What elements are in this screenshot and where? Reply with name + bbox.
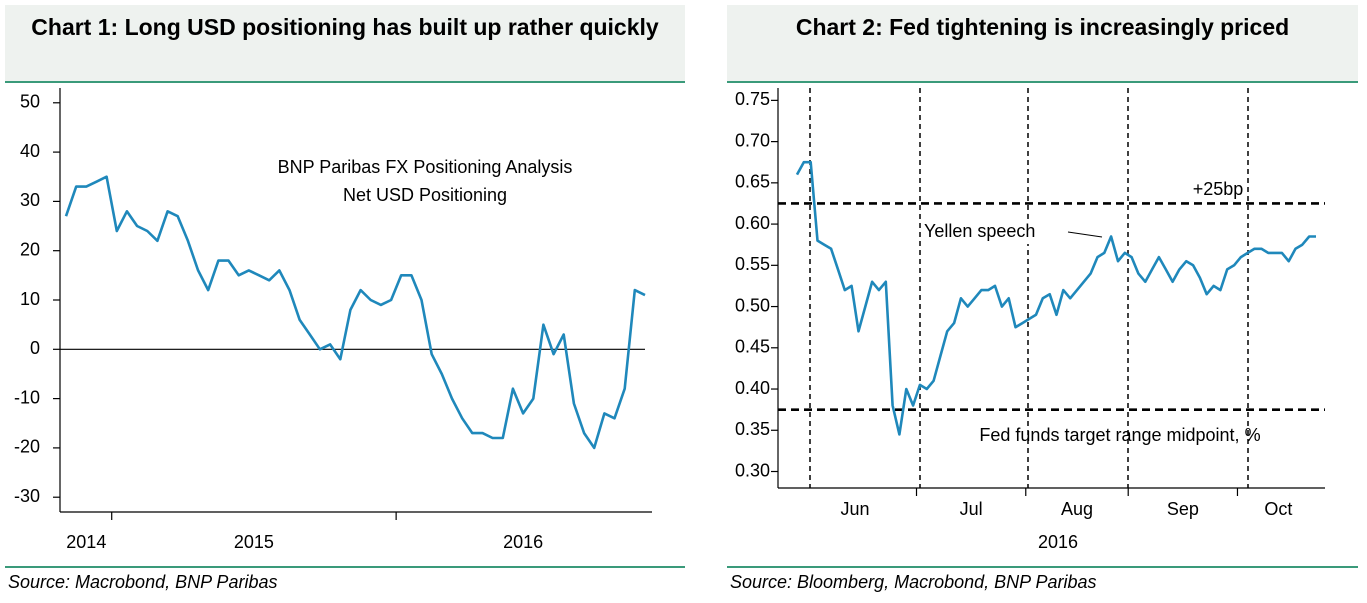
x-tick-label: Jul: [960, 499, 983, 519]
data-line: [64, 175, 646, 450]
y-tick-label: 0.35: [735, 419, 770, 439]
y-tick-label: 0.40: [735, 378, 770, 398]
source-note: Source: Macrobond, BNP Paribas: [8, 572, 278, 592]
y-tick-label: 20: [20, 239, 40, 259]
y-tick-label: 40: [20, 141, 40, 161]
y-tick-label: 0.45: [735, 337, 770, 357]
annotation-bg: [922, 220, 1068, 244]
source-note: Source: Bloomberg, Macrobond, BNP Pariba…: [730, 572, 1097, 592]
x-axis-label: 2016: [1038, 532, 1078, 552]
title-bar: [727, 5, 1358, 82]
y-tick-label: 10: [20, 289, 40, 309]
title-bar: [5, 5, 685, 82]
chart-title: Chart 1: Long USD positioning has built …: [31, 14, 659, 40]
annotation: BNP Paribas FX Positioning Analysis: [278, 157, 573, 177]
y-tick-label: 0.60: [735, 213, 770, 233]
y-tick-label: 30: [20, 190, 40, 210]
y-tick-label: 0.50: [735, 295, 770, 315]
x-tick-label: Aug: [1061, 499, 1093, 519]
y-tick-label: 0.75: [735, 89, 770, 109]
y-tick-label: -10: [14, 387, 40, 407]
y-tick-label: 0.65: [735, 172, 770, 192]
x-tick-label: 2016: [503, 532, 543, 552]
annotation: Net USD Positioning: [343, 185, 507, 205]
x-tick-label: 2014: [66, 532, 106, 552]
annotation-leader: [1067, 231, 1103, 238]
x-tick-label: 2015: [234, 532, 274, 552]
y-tick-label: 0: [30, 338, 40, 358]
y-tick-label: 50: [20, 92, 40, 112]
x-tick-label: Jun: [841, 499, 870, 519]
y-tick-label: -30: [14, 486, 40, 506]
reference-label: Fed funds target range midpoint, %: [979, 425, 1260, 445]
chart-title: Chart 2: Fed tightening is increasingly …: [795, 14, 1290, 40]
event-lines: [809, 88, 1249, 488]
x-tick-label: Oct: [1264, 499, 1292, 519]
data-line: [795, 160, 1316, 436]
reference-label: +25bp: [1193, 179, 1244, 199]
y-tick-label: 0.30: [735, 460, 770, 480]
annotation: Yellen speech: [924, 221, 1035, 241]
y-tick-label: -20: [14, 437, 40, 457]
y-tick-label: 0.70: [735, 130, 770, 150]
y-tick-label: 0.55: [735, 254, 770, 274]
x-tick-label: Sep: [1167, 499, 1199, 519]
